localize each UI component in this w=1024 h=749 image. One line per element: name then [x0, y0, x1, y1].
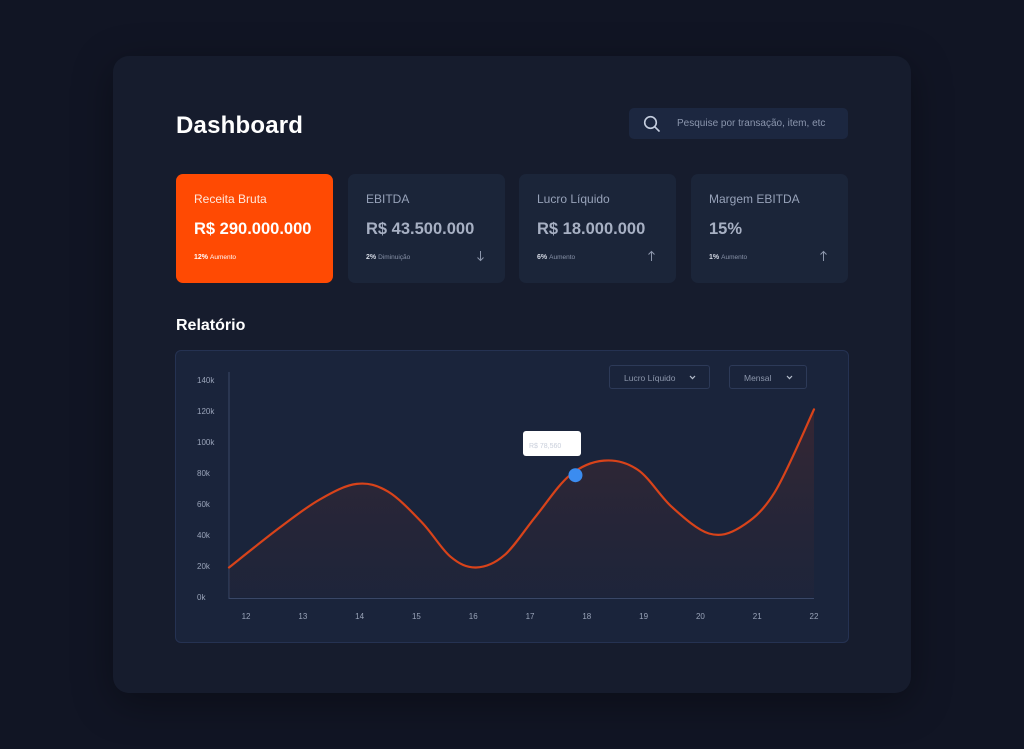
card-value: 15% — [709, 220, 743, 238]
series-area — [229, 409, 814, 597]
tooltip-value: R$ 78,560 — [529, 443, 562, 450]
chevron-down-icon — [689, 375, 696, 380]
page-title: Dashboard — [176, 112, 304, 139]
search-box[interactable] — [629, 108, 848, 139]
card-delta: 1% Aumento — [709, 254, 747, 261]
y-tick-label: 0k — [197, 593, 206, 602]
card-label: Lucro Líquido — [537, 192, 610, 206]
card-value: R$ 18.000.000 — [537, 220, 646, 238]
card-label: Receita Bruta — [194, 192, 267, 206]
y-tick-label: 140k — [197, 376, 215, 385]
x-tick-label: 12 — [242, 612, 251, 621]
period-dropdown-label: Mensal — [744, 373, 772, 383]
arrow-up-icon — [820, 250, 827, 261]
y-tick-label: 60k — [197, 500, 211, 509]
x-tick-label: 20 — [696, 612, 705, 621]
arrow-up-icon — [648, 250, 655, 261]
delta-text: Aumento — [721, 254, 748, 261]
card-margem-ebitda[interactable]: Margem EBITDA 15% 1% Aumento — [691, 174, 848, 283]
card-lucro-liquido[interactable]: Lucro Líquido R$ 18.000.000 6% Aumento — [519, 174, 676, 283]
section-title-relatorio: Relatório — [176, 317, 246, 334]
series-line — [227, 408, 816, 569]
y-tick-label: 100k — [197, 438, 215, 447]
x-tick-label: 17 — [526, 612, 535, 621]
y-tick-label: 40k — [197, 531, 211, 540]
card-ebitda[interactable]: EBITDA R$ 43.500.000 2% Diminuição — [348, 174, 505, 283]
delta-percent: 12% — [194, 254, 209, 261]
chevron-down-icon — [786, 375, 793, 380]
card-value: R$ 43.500.000 — [366, 220, 475, 238]
x-tick-label: 18 — [582, 612, 591, 621]
card-value: R$ 290.000.000 — [194, 220, 312, 238]
period-dropdown[interactable]: Mensal — [729, 365, 807, 389]
x-tick-label: 21 — [753, 612, 762, 621]
y-tick-label: 80k — [197, 469, 211, 478]
delta-text: Aumento — [210, 254, 237, 261]
card-delta: 6% Aumento — [537, 254, 575, 261]
x-tick-label: 22 — [810, 612, 819, 621]
x-tick-label: 19 — [639, 612, 648, 621]
delta-percent: 1% — [709, 254, 720, 261]
delta-percent: 6% — [537, 254, 548, 261]
chart-tooltip: R$ 78,560 — [523, 431, 581, 456]
highlight-point[interactable] — [568, 468, 583, 483]
card-label: EBITDA — [366, 192, 410, 206]
search-icon[interactable] — [643, 115, 661, 133]
x-tick-label: 16 — [469, 612, 478, 621]
y-tick-label: 120k — [197, 407, 215, 416]
x-tick-label: 15 — [412, 612, 421, 621]
card-delta: 2% Diminuição — [366, 254, 410, 261]
metric-dropdown-label: Lucro Líquido — [624, 373, 676, 383]
delta-text: Diminuição — [378, 254, 411, 261]
card-delta: 12% Aumento — [194, 254, 236, 261]
card-label: Margem EBITDA — [709, 192, 800, 206]
metric-dropdown[interactable]: Lucro Líquido — [609, 365, 710, 389]
card-receita-bruta[interactable]: Receita Bruta R$ 290.000.000 12% Aumento — [176, 174, 333, 283]
x-tick-label: 13 — [298, 612, 307, 621]
x-tick-label: 14 — [355, 612, 364, 621]
delta-percent: 2% — [366, 254, 377, 261]
y-tick-label: 20k — [197, 562, 211, 571]
delta-text: Aumento — [549, 254, 576, 261]
arrow-down-icon — [477, 251, 484, 262]
search-input[interactable] — [677, 108, 842, 139]
